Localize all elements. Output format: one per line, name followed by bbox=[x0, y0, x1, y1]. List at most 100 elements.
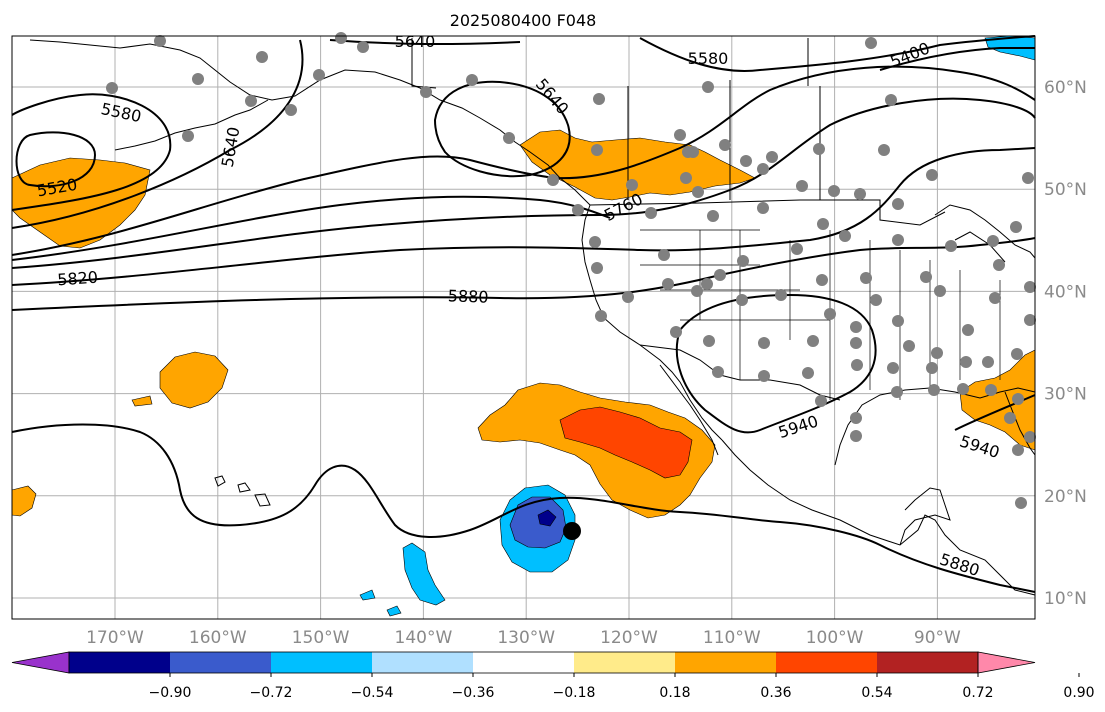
colorbar-segment bbox=[776, 652, 878, 673]
station-dot bbox=[256, 51, 268, 63]
hawaii-islands bbox=[214, 475, 271, 507]
station-dot bbox=[285, 104, 297, 116]
longitude-tick-label: 170°W bbox=[86, 628, 144, 648]
latitude-tick-label: 60°N bbox=[1044, 78, 1087, 98]
station-dot bbox=[926, 362, 938, 374]
station-dot bbox=[503, 132, 515, 144]
station-dot bbox=[595, 310, 607, 322]
station-dot bbox=[591, 144, 603, 156]
station-dot bbox=[674, 129, 686, 141]
station-dots bbox=[106, 32, 1036, 509]
station-dot bbox=[701, 278, 713, 290]
anomaly-region-small-pacific bbox=[131, 395, 153, 407]
anomaly-region-negative-south bbox=[402, 542, 446, 606]
coastlines-and-borders bbox=[29, 38, 1036, 596]
station-dot bbox=[670, 326, 682, 338]
station-dot bbox=[850, 337, 862, 349]
contour-5580-west bbox=[11, 93, 172, 211]
coastline-mexico bbox=[721, 439, 1036, 596]
station-dot bbox=[313, 69, 325, 81]
coastline-aleutians bbox=[114, 99, 269, 151]
station-dot bbox=[758, 337, 770, 349]
anomaly-region-negative-core bbox=[537, 509, 557, 527]
colorbar-segment bbox=[271, 652, 373, 673]
latitude-tick-label: 40°N bbox=[1044, 282, 1087, 302]
station-dot bbox=[662, 278, 674, 290]
station-dot bbox=[807, 335, 819, 347]
station-dot bbox=[622, 291, 634, 303]
station-dot bbox=[737, 255, 749, 267]
anomaly-region-negative-mid bbox=[509, 496, 567, 549]
station-dot bbox=[945, 240, 957, 252]
station-dot bbox=[106, 82, 118, 94]
station-dot bbox=[828, 185, 840, 197]
station-dot bbox=[740, 155, 752, 167]
station-dot bbox=[1024, 314, 1036, 326]
colorbar-segment bbox=[574, 652, 676, 673]
colorbar-segment bbox=[473, 652, 575, 673]
colorbar-segment bbox=[170, 652, 272, 673]
station-dot bbox=[192, 73, 204, 85]
station-dot bbox=[719, 139, 731, 151]
station-dot bbox=[887, 362, 899, 374]
station-dot bbox=[892, 234, 904, 246]
latitude-tick-label: 20°N bbox=[1044, 487, 1087, 507]
station-dot bbox=[680, 172, 692, 184]
station-dot bbox=[817, 218, 829, 230]
station-dot bbox=[850, 321, 862, 333]
longitude-tick-label: 140°W bbox=[395, 628, 453, 648]
contour-5580-top bbox=[639, 35, 1036, 72]
station-dot bbox=[839, 230, 851, 242]
station-dot bbox=[687, 146, 699, 158]
station-dot bbox=[985, 384, 997, 396]
station-dot bbox=[993, 259, 1005, 271]
station-dot bbox=[766, 151, 778, 163]
anomaly-region-negative-tiny bbox=[359, 589, 376, 601]
station-dot bbox=[775, 289, 787, 301]
station-dot bbox=[335, 32, 347, 44]
station-dot bbox=[926, 169, 938, 181]
station-dot bbox=[824, 308, 836, 320]
contour-ridge-1 bbox=[11, 65, 1036, 256]
colorbar-segment bbox=[675, 652, 777, 673]
coastline-florida bbox=[1004, 391, 1036, 456]
station-dot bbox=[707, 210, 719, 222]
station-dot bbox=[903, 340, 915, 352]
map-panel: 5640 5580 5400 5580 5640 5640 5520 5760 … bbox=[11, 32, 1087, 648]
station-dot bbox=[702, 81, 714, 93]
station-dot bbox=[891, 386, 903, 398]
colorbar-tick-label: 0.54 bbox=[861, 685, 892, 701]
station-dot bbox=[854, 188, 866, 200]
station-dot bbox=[691, 285, 703, 297]
station-dot bbox=[692, 186, 704, 198]
contour-5940-se bbox=[954, 394, 1036, 431]
colorbar-tick-label: −0.54 bbox=[351, 685, 394, 701]
station-dot bbox=[154, 35, 166, 47]
border-us-canada bbox=[589, 199, 946, 226]
station-dot bbox=[1024, 281, 1036, 293]
station-dot bbox=[182, 130, 194, 142]
station-dot bbox=[957, 383, 969, 395]
coastline-gulf bbox=[834, 387, 1036, 466]
contour-5640-top bbox=[329, 39, 521, 46]
contour-label: 5640 bbox=[395, 32, 436, 51]
station-dot bbox=[885, 94, 897, 106]
station-dot bbox=[865, 37, 877, 49]
station-dot bbox=[850, 430, 862, 442]
station-dot bbox=[245, 95, 257, 107]
station-dot bbox=[1012, 393, 1024, 405]
station-dot bbox=[931, 347, 943, 359]
coastline-great-lakes bbox=[934, 204, 1036, 263]
colorbar-tick-label: −0.36 bbox=[452, 685, 495, 701]
contour-label: 5880 bbox=[448, 286, 489, 306]
station-dot bbox=[791, 243, 803, 255]
contour-label: 5820 bbox=[57, 268, 99, 290]
anomaly-region-eastern-pacific bbox=[477, 382, 716, 519]
station-dot bbox=[928, 384, 940, 396]
colorbar-segment bbox=[877, 652, 979, 673]
longitude-tick-label: 110°W bbox=[703, 628, 761, 648]
station-dot bbox=[920, 271, 932, 283]
station-dot bbox=[466, 74, 478, 86]
contour-5820 bbox=[11, 147, 1036, 286]
anomaly-region-central-pacific bbox=[159, 351, 229, 409]
